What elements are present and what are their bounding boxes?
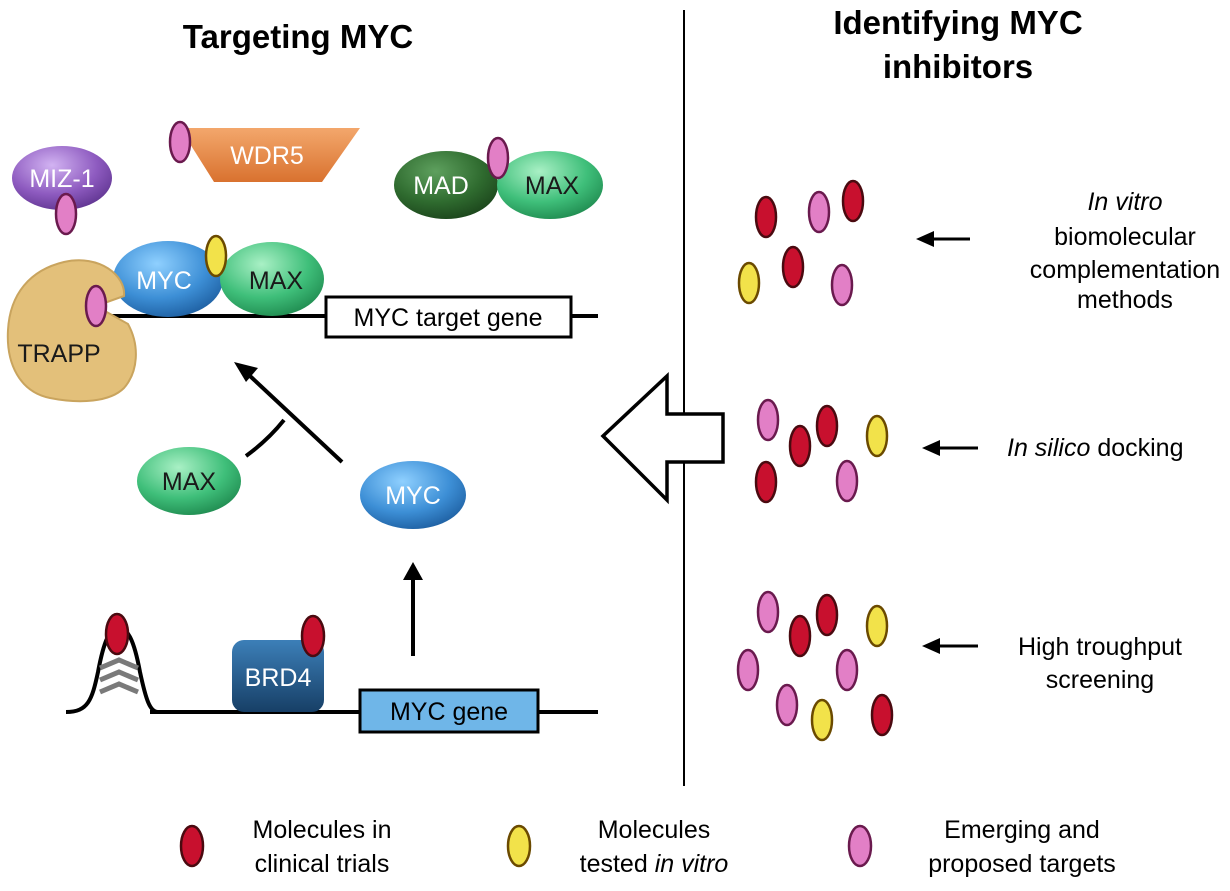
legend-tested-prefix: tested xyxy=(580,850,655,878)
myc-protein-complex xyxy=(113,241,223,317)
max-protein xyxy=(497,151,603,219)
title-identifying-line1: Identifying MYC xyxy=(833,4,1082,41)
title-targeting-myc: Targeting MYC xyxy=(183,18,413,55)
legend-tested-line2: tested in vitro xyxy=(580,850,729,878)
clinical-molecule-marker xyxy=(104,612,130,656)
max-join-line xyxy=(244,418,286,458)
miz1-label: MIZ-1 xyxy=(29,165,94,193)
wdr5-protein xyxy=(180,128,360,182)
mad-label: MAD xyxy=(413,172,469,200)
emerging-target-marker xyxy=(54,192,78,236)
hts-arrow-head xyxy=(922,638,940,654)
assembly-arrow xyxy=(248,374,344,464)
in-vitro-molecule-group xyxy=(737,179,865,307)
free-myc-label: MYC xyxy=(385,482,441,510)
tested-molecule-marker xyxy=(204,234,228,278)
emerging-target-marker xyxy=(168,120,192,164)
legend-clinical-line2: clinical trials xyxy=(255,850,390,878)
wdr5-label: WDR5 xyxy=(230,142,304,170)
myc-target-gene-label: MYC target gene xyxy=(354,304,543,332)
title-identifying-line2: inhibitors xyxy=(883,48,1033,85)
in-vitro-line2: biomolecular xyxy=(1054,223,1196,251)
in-vitro-arrow-head xyxy=(916,231,934,247)
myc-complex-label: MYC xyxy=(136,267,192,295)
miz1-protein xyxy=(12,146,112,210)
trapp-label: TRAPP xyxy=(17,340,100,368)
legend-tested-italic: in vitro xyxy=(655,850,729,878)
inhibitor-flow-arrow xyxy=(600,371,725,505)
legend-emerging-line2: proposed targets xyxy=(928,850,1116,878)
max-protein-complex xyxy=(220,242,324,316)
in-silico-rest: docking xyxy=(1090,434,1183,462)
brd4-label: BRD4 xyxy=(245,664,312,692)
in-vitro-line4: methods xyxy=(1077,286,1173,314)
assembly-arrow-head xyxy=(234,362,258,382)
free-max-label: MAX xyxy=(162,468,217,496)
legend-clinical-line1: Molecules in xyxy=(253,816,392,844)
emerging-target-marker xyxy=(84,284,108,328)
in-vitro-label: In vitro xyxy=(1087,188,1162,216)
hts-line2: screening xyxy=(1046,666,1154,694)
brd4-protein xyxy=(232,640,324,712)
legend-clinical-swatch xyxy=(179,824,205,868)
mad-protein xyxy=(394,151,498,219)
in-vitro-line3: complementation xyxy=(1030,256,1220,284)
nucleosome-stack xyxy=(99,657,139,695)
max-label: MAX xyxy=(525,172,580,200)
legend-tested-line1: Molecules xyxy=(598,816,711,844)
in-silico-italic: In silico xyxy=(1007,434,1090,462)
clinical-molecule-marker xyxy=(300,614,326,658)
myc-target-gene-box xyxy=(324,295,573,339)
in-silico-label: In silico docking xyxy=(1007,434,1184,462)
in-silico-arrow-head xyxy=(922,440,940,456)
myc-gene-box xyxy=(358,688,540,734)
hts-line1: High troughput xyxy=(1018,633,1182,661)
emerging-target-marker xyxy=(486,136,510,180)
expression-arrow-head xyxy=(403,562,423,580)
trapp-protein xyxy=(6,259,137,403)
myc-gene-label: MYC gene xyxy=(390,698,508,726)
legend-emerging-swatch xyxy=(847,824,873,868)
hts-molecule-group xyxy=(736,590,894,742)
free-max-protein xyxy=(137,447,241,515)
max-complex-label: MAX xyxy=(249,267,304,295)
legend-tested-swatch xyxy=(506,824,532,868)
legend-emerging-line1: Emerging and xyxy=(944,816,1100,844)
in-silico-molecule-group xyxy=(754,398,889,504)
free-myc-protein xyxy=(360,461,466,529)
